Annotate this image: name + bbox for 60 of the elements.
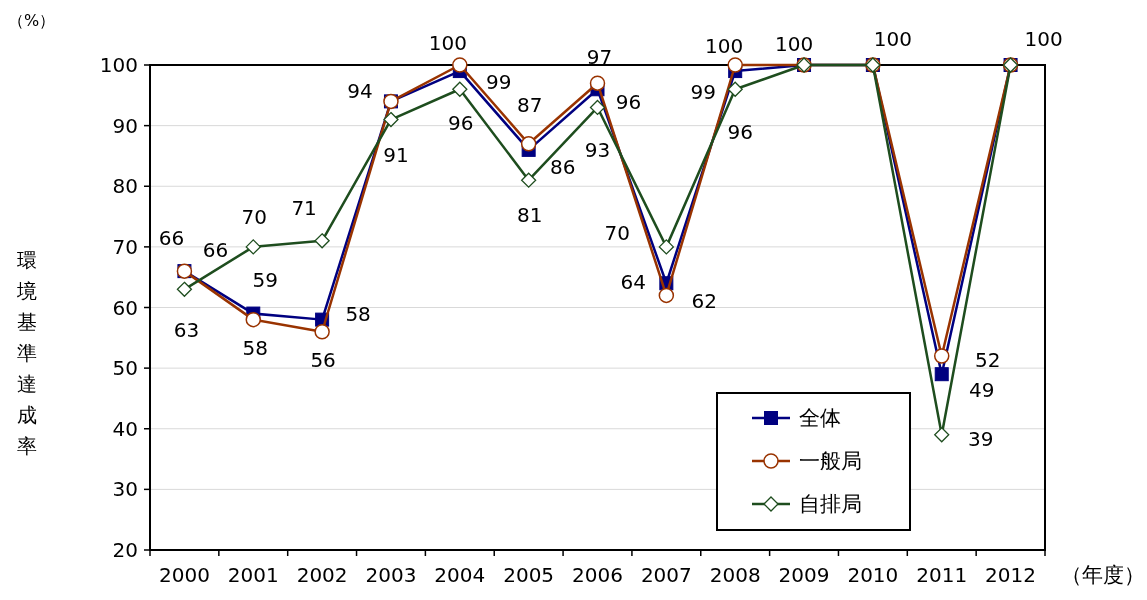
- data-label: 58: [242, 335, 268, 360]
- data-label: 59: [252, 267, 278, 292]
- x-tick-label: 2008: [709, 563, 761, 587]
- data-label: 94: [347, 79, 373, 104]
- x-tick-label: 2010: [847, 563, 899, 587]
- x-tick-label: 2012: [985, 563, 1037, 587]
- y-tick-label: 60: [112, 295, 138, 320]
- legend-label: 一般局: [799, 449, 862, 473]
- data-label: 100: [705, 34, 744, 58]
- data-label: 56: [310, 347, 336, 372]
- data-label: 63: [173, 318, 200, 343]
- text: （%）: [8, 11, 56, 30]
- y-tick-label: 20: [112, 538, 138, 562]
- data-label: 71: [291, 195, 317, 220]
- data-label: 96: [615, 90, 642, 115]
- data-label: 70: [604, 220, 631, 245]
- y-axis-title: 環境基準達成率: [16, 247, 37, 458]
- data-label: 96: [448, 111, 474, 136]
- x-axis-title: （年度）: [1061, 563, 1145, 587]
- y-tick-label: 40: [112, 416, 138, 441]
- data-label: 100: [774, 32, 814, 56]
- data-label: 100: [1024, 27, 1063, 51]
- data-label: 99: [690, 80, 716, 105]
- data-label: 39: [968, 426, 994, 451]
- legend-label: 全体: [799, 406, 841, 430]
- data-label: 93: [584, 138, 611, 163]
- data-label: 87: [516, 92, 543, 117]
- data-label: 99: [486, 70, 512, 95]
- y-tick-label: 30: [112, 477, 138, 502]
- x-tick-label: 2005: [503, 563, 555, 587]
- data-label: 86: [549, 154, 576, 179]
- legend-label: 自排局: [799, 492, 862, 516]
- data-label: 66: [158, 226, 185, 251]
- x-tick-label: 2002: [296, 563, 348, 587]
- data-label: 97: [586, 45, 613, 70]
- x-tick-label: 2006: [572, 563, 623, 587]
- data-label: 70: [241, 204, 267, 229]
- x-tick-label: 2011: [916, 563, 968, 587]
- y-tick-label: 70: [112, 234, 138, 259]
- x-tick-label: 2001: [227, 563, 279, 587]
- data-label: 81: [516, 203, 543, 228]
- y-tick-label: 50: [112, 356, 138, 381]
- x-tick-label: 2000: [158, 563, 210, 587]
- data-label: 100: [428, 31, 467, 55]
- x-tick-label: 2004: [434, 563, 486, 587]
- data-label: 96: [727, 120, 753, 145]
- data-label: 66: [202, 238, 229, 263]
- y-tick-label: 80: [112, 174, 138, 199]
- x-tick-label: 2003: [365, 563, 417, 587]
- data-label: 64: [620, 270, 647, 295]
- y-tick-label: 100: [99, 53, 138, 77]
- x-tick-label: 2009: [778, 563, 830, 587]
- data-label: 58: [345, 301, 371, 326]
- x-tick-label: 2007: [640, 563, 692, 587]
- data-label: 100: [873, 27, 912, 51]
- data-label: 62: [691, 289, 718, 314]
- data-label: 52: [975, 348, 1001, 372]
- y-tick-label: 90: [112, 113, 138, 138]
- data-label: 91: [383, 142, 409, 167]
- data-label: 49: [969, 378, 995, 403]
